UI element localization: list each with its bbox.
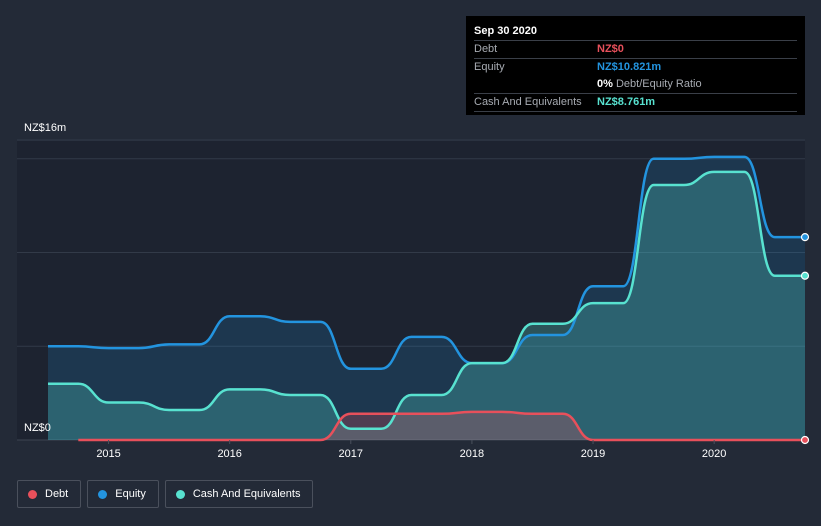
marker-equity	[800, 233, 810, 242]
marker-cash-and-equivalents	[800, 271, 810, 280]
legend: Debt Equity Cash And Equivalents	[17, 480, 314, 508]
legend-label: Debt	[45, 488, 69, 500]
x-axis-ticks: 2015 2016 2017 2018 2019 2020	[96, 440, 726, 460]
legend-item-cash[interactable]: Cash And Equivalents	[164, 480, 314, 508]
legend-item-debt[interactable]: Debt	[17, 480, 82, 508]
marker-debt	[800, 435, 810, 445]
line-equity	[48, 155, 805, 371]
tooltip-row-ratio: 0% Debt/Equity Ratio	[474, 76, 797, 93]
y-axis-bottom-label: NZ$0	[24, 422, 51, 434]
x-tick-label: 2015	[96, 448, 120, 460]
ratio-suffix: Debt/Equity Ratio	[615, 78, 702, 90]
tooltip-label	[474, 76, 597, 93]
x-tick-label: 2020	[702, 448, 726, 460]
ratio-value: 0%	[597, 78, 613, 90]
line-cash-and-equivalents	[47, 170, 805, 431]
tooltip-label: Cash And Equivalents	[474, 96, 582, 108]
tooltip-row-equity: Equity NZ$10.821m	[474, 58, 797, 76]
x-tick-label: 2018	[460, 448, 484, 460]
legend-dot-equity	[98, 489, 108, 499]
tooltip-value-ratio: 0% Debt/Equity Ratio	[597, 76, 702, 93]
tooltip-row-debt: Debt NZ$0	[474, 40, 797, 58]
tooltip: Sep 30 2020 Debt NZ$0 Equity NZ$10.821m …	[466, 16, 805, 115]
tooltip-label: Debt	[474, 43, 498, 55]
line-debt	[78, 410, 805, 442]
x-tick-label: 2016	[217, 448, 241, 460]
x-tick-label: 2017	[339, 448, 363, 460]
legend-dot-debt	[28, 489, 37, 499]
plot-background	[17, 141, 805, 440]
area-equity	[48, 156, 805, 440]
legend-item-equity[interactable]: Equity	[87, 480, 159, 508]
tooltip-row-cash: Cash And Equivalents NZ$8.761m	[474, 93, 797, 112]
legend-label: Cash And Equivalents	[192, 488, 301, 500]
area-cash-and-equivalents	[48, 171, 805, 440]
legend-label: Equity	[115, 488, 146, 500]
series-areas	[48, 156, 806, 440]
tooltip-value-debt: NZ$0	[597, 43, 624, 55]
area-debt	[78, 411, 806, 440]
tooltip-value-cash: NZ$8.761m	[597, 96, 656, 108]
series-lines	[47, 155, 805, 442]
end-markers	[800, 233, 810, 445]
x-tick-label: 2019	[581, 448, 605, 460]
tooltip-date: Sep 30 2020	[474, 25, 537, 37]
y-axis-top-label: NZ$16m	[24, 122, 67, 134]
tooltip-label: Equity	[474, 61, 505, 73]
tooltip-value-equity: NZ$10.821m	[597, 61, 662, 73]
legend-dot-cash	[175, 489, 185, 499]
